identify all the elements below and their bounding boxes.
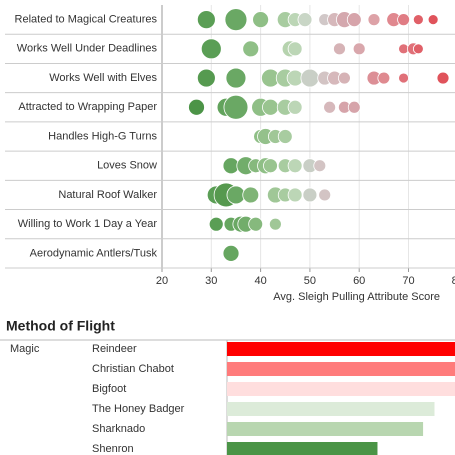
dot — [427, 14, 439, 26]
dot — [248, 216, 264, 232]
y-tick-label: Natural Roof Walker — [58, 189, 157, 201]
dot — [225, 67, 247, 89]
y-tick-label: Aerodynamic Antlers/Tusk — [30, 247, 158, 259]
dot — [277, 129, 293, 144]
x-tick-label: 80 — [452, 275, 455, 287]
x-tick-label: 60 — [353, 275, 365, 287]
dot — [318, 188, 332, 202]
dot — [268, 217, 282, 231]
dot — [352, 42, 366, 56]
dot — [242, 186, 260, 204]
dot — [196, 68, 216, 88]
bar — [227, 342, 455, 356]
y-tick-label: Loves Snow — [97, 160, 157, 172]
x-tick-label: 70 — [402, 275, 414, 287]
dot — [338, 71, 351, 85]
x-tick-label: 20 — [156, 275, 168, 287]
x-tick-label: 30 — [205, 275, 217, 287]
category-label: The Honey Badger — [92, 403, 185, 415]
y-tick-label: Works Well Under Deadlines — [17, 43, 158, 55]
dot — [398, 72, 409, 84]
category-label: Christian Chabot — [92, 363, 174, 375]
bar — [227, 362, 455, 376]
dot — [367, 13, 381, 27]
chart-title: Method of Flight — [6, 318, 115, 334]
dot — [224, 8, 248, 32]
y-tick-label: Works Well with Elves — [49, 72, 157, 84]
x-tick-label: 50 — [304, 275, 316, 287]
dot — [242, 40, 260, 58]
x-axis-title: Avg. Sleigh Pulling Attribute Score — [273, 291, 440, 303]
dot — [302, 187, 318, 203]
dot — [297, 12, 313, 28]
y-tick-label: Willing to Work 1 Day a Year — [18, 218, 158, 230]
x-tick-label: 40 — [254, 275, 266, 287]
dot — [287, 99, 303, 115]
dot — [287, 41, 303, 57]
dot — [196, 10, 216, 30]
dot — [346, 12, 362, 28]
dot — [262, 98, 279, 116]
y-tick-label: Related to Magical Creatures — [15, 14, 158, 26]
dot — [223, 94, 249, 120]
category-label: Bigfoot — [92, 383, 126, 395]
category-label: Sharknado — [92, 423, 145, 435]
dot — [222, 244, 240, 262]
bar — [227, 402, 435, 416]
dot — [436, 71, 450, 85]
dot — [377, 71, 391, 85]
category-label: Reindeer — [92, 343, 137, 355]
dot — [313, 159, 327, 173]
dot — [200, 38, 222, 60]
dot — [347, 100, 361, 114]
dot — [208, 216, 224, 232]
dot — [287, 158, 303, 174]
y-tick-label: Attracted to Wrapping Paper — [18, 101, 157, 113]
category-label: Shenron — [92, 443, 134, 455]
dot — [333, 42, 346, 56]
dot — [323, 100, 337, 114]
bar — [227, 382, 455, 396]
dot — [300, 68, 320, 88]
y-tick-label: Handles High-G Turns — [48, 130, 157, 142]
dot — [397, 13, 410, 27]
bar — [227, 442, 378, 455]
dot — [226, 185, 246, 205]
dot — [412, 43, 424, 55]
dot — [412, 14, 424, 26]
dot — [252, 11, 270, 29]
dot — [287, 187, 303, 203]
bar — [227, 422, 424, 436]
dot — [263, 158, 278, 174]
group-label: Magic — [10, 343, 40, 355]
dot — [188, 98, 205, 116]
